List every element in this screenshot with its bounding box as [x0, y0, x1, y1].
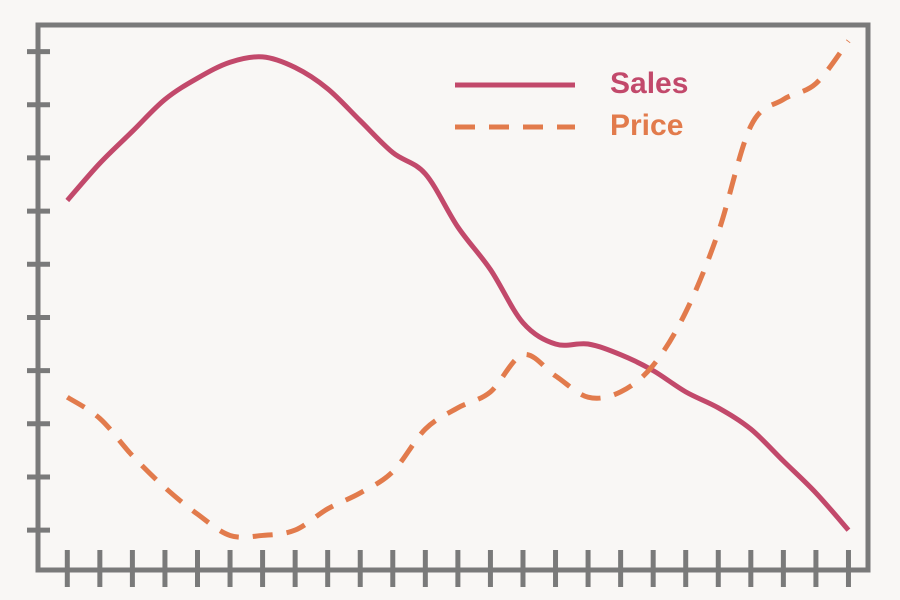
plot-frame: [35, 22, 871, 573]
legend-label: Sales: [610, 67, 688, 100]
legend-label: Price: [610, 109, 683, 142]
series-line: [65, 39, 851, 540]
series-line: [65, 54, 851, 532]
